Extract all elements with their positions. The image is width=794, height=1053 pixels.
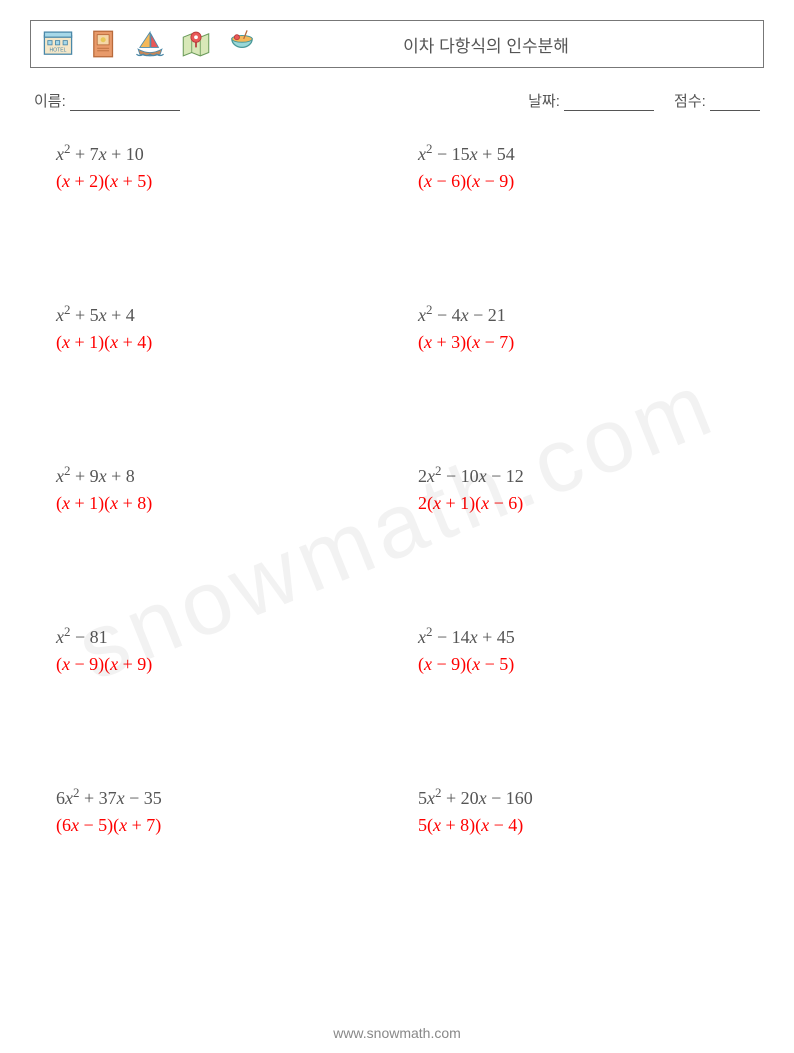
problem: x2 + 7x + 10 (x + 2)(x + 5): [50, 141, 382, 192]
cocktail-icon: [225, 27, 259, 61]
problem-answer: (x + 3)(x − 7): [418, 332, 744, 353]
header-box: HOTEL: [30, 20, 764, 68]
problem-answer: (x + 1)(x + 8): [56, 493, 382, 514]
hotel-icon: HOTEL: [41, 27, 75, 61]
problem: 6x2 + 37x − 35 (6x − 5)(x + 7): [50, 785, 382, 836]
score-field: 점수:: [674, 90, 760, 111]
problem-expression: 6x2 + 37x − 35: [56, 785, 382, 809]
name-label: 이름:: [34, 93, 66, 110]
problem-expression: x2 − 81: [56, 624, 382, 648]
problem: x2 − 4x − 21 (x + 3)(x − 7): [412, 302, 744, 353]
worksheet-title: 이차 다항식의 인수분해: [259, 32, 753, 57]
problem: x2 − 81 (x − 9)(x + 9): [50, 624, 382, 675]
problem-answer: 5(x + 8)(x − 4): [418, 815, 744, 836]
sailboat-icon: [133, 27, 167, 61]
problem: x2 − 14x + 45 (x − 9)(x − 5): [412, 624, 744, 675]
problem-answer: 2(x + 1)(x − 6): [418, 493, 744, 514]
problem-answer: (x + 2)(x + 5): [56, 171, 382, 192]
problems-grid: x2 + 7x + 10 (x + 2)(x + 5) x2 − 15x + 54 (…: [30, 141, 764, 836]
problem: 2x2 − 10x − 12 2(x + 1)(x − 6): [412, 463, 744, 514]
problem-expression: x2 − 4x − 21: [418, 302, 744, 326]
footer-url: www.snowmath.com: [0, 1025, 794, 1041]
problem-expression: x2 + 7x + 10: [56, 141, 382, 165]
problem-expression: 2x2 − 10x − 12: [418, 463, 744, 487]
problem-answer: (6x − 5)(x + 7): [56, 815, 382, 836]
problem-expression: x2 − 15x + 54: [418, 141, 744, 165]
date-blank[interactable]: [564, 96, 654, 111]
problem-expression: 5x2 + 20x − 160: [418, 785, 744, 809]
problem-expression: x2 + 5x + 4: [56, 302, 382, 326]
header-icons: HOTEL: [41, 27, 259, 61]
problem-expression: x2 − 14x + 45: [418, 624, 744, 648]
problem: x2 + 5x + 4 (x + 1)(x + 4): [50, 302, 382, 353]
book-icon: [87, 27, 121, 61]
name-field: 이름:: [34, 90, 528, 111]
date-label: 날짜:: [528, 93, 560, 110]
date-field: 날짜:: [528, 90, 654, 111]
problem-answer: (x + 1)(x + 4): [56, 332, 382, 353]
score-blank[interactable]: [710, 96, 760, 111]
svg-text:HOTEL: HOTEL: [50, 48, 67, 54]
problem-answer: (x − 9)(x + 9): [56, 654, 382, 675]
problem: 5x2 + 20x − 160 5(x + 8)(x − 4): [412, 785, 744, 836]
score-label: 점수:: [674, 93, 706, 110]
map-pin-icon: [179, 27, 213, 61]
problem-answer: (x − 9)(x − 5): [418, 654, 744, 675]
problem: x2 + 9x + 8 (x + 1)(x + 8): [50, 463, 382, 514]
problem: x2 − 15x + 54 (x − 6)(x − 9): [412, 141, 744, 192]
worksheet-page: snowmath.com HOTEL: [0, 0, 794, 1053]
problem-expression: x2 + 9x + 8: [56, 463, 382, 487]
problem-answer: (x − 6)(x − 9): [418, 171, 744, 192]
meta-row: 이름: 날짜: 점수:: [30, 90, 764, 111]
name-blank[interactable]: [70, 96, 180, 111]
